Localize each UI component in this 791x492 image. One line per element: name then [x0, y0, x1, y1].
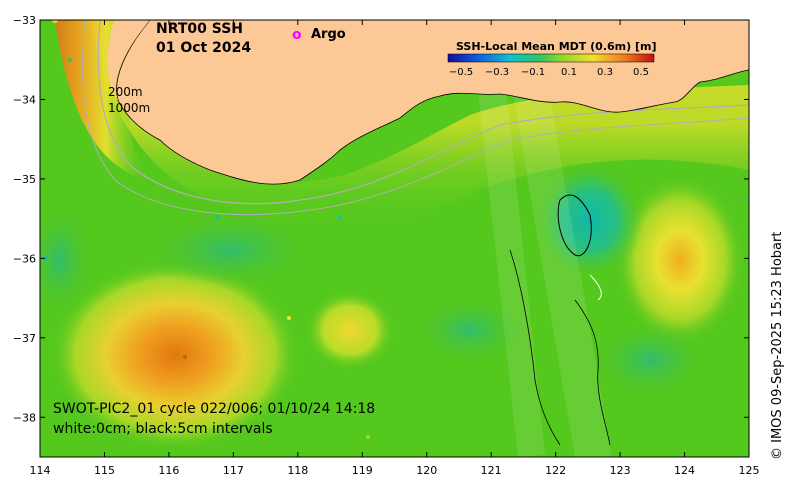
y-tick-label: −36 [13, 252, 36, 265]
x-tick-label: 116 [158, 464, 179, 477]
warm-eddy-southwest [50, 260, 300, 450]
plot-frame [39, 19, 750, 458]
argo-float-6 [287, 316, 291, 320]
x-tick-label: 117 [223, 464, 244, 477]
y-tick-label: −34 [13, 93, 36, 106]
warm-eddy-east [615, 175, 745, 345]
warm-eddy-center [305, 290, 395, 370]
isobath-200m [97, 20, 749, 205]
swot-swath-west [478, 88, 545, 457]
isobath-1000m [82, 20, 749, 216]
caption-contour-intervals: white:0cm; black:5cm intervals [53, 421, 273, 437]
cool-patch-center [410, 295, 530, 365]
argo-float-3 [44, 256, 48, 260]
argo-float-9 [366, 435, 370, 439]
y-tick-label: −37 [13, 332, 36, 345]
map-plot-area [40, 20, 749, 457]
colorbar-title: SSH-Local Mean MDT (0.6m) [m] [456, 40, 656, 53]
y-tick-label: −35 [13, 173, 36, 186]
argo-float-7 [183, 355, 187, 359]
colorbar-tick-label: 0.5 [633, 67, 649, 78]
x-tick-label: 118 [287, 464, 308, 477]
map-title-line2: 01 Oct 2024 [156, 40, 251, 56]
imos-credit: © IMOS 09-Sep-2025 15:23 Hobart [770, 232, 785, 460]
argo-marker-icon: o [292, 27, 302, 43]
colorbar-tick-label: −0.1 [521, 67, 545, 78]
contour-black-1 [557, 194, 592, 257]
cool-eddy-swot [535, 160, 645, 280]
contour-black-2 [509, 249, 561, 446]
argo-legend-label: Argo [311, 27, 346, 42]
x-tick-label: 125 [739, 464, 760, 477]
argo-float-4 [216, 215, 220, 219]
contour-label-1000m: 1000m [108, 101, 150, 115]
cool-eddy-southeast [590, 320, 710, 400]
colorbar-gradient [447, 53, 655, 63]
argo-float-8 [743, 196, 747, 200]
cool-band-west [140, 210, 320, 290]
x-tick-label: 122 [545, 464, 566, 477]
argo-float-2 [68, 58, 72, 62]
colorbar-tick-label: 0.1 [561, 67, 577, 78]
x-tick-label: 121 [481, 464, 502, 477]
swot-swath-east [512, 86, 612, 457]
x-tick-label: 114 [30, 464, 51, 477]
colorbar-tick-label: −0.3 [485, 67, 509, 78]
y-tick-label: −33 [13, 14, 36, 27]
land-west-edge [107, 20, 150, 100]
colorbar-tick-label: −0.5 [449, 67, 473, 78]
argo-float-5 [338, 216, 342, 220]
x-tick-label: 124 [674, 464, 695, 477]
x-tick-label: 119 [352, 464, 373, 477]
cool-patch-far-west [40, 200, 95, 320]
x-tick-label: 115 [94, 464, 115, 477]
contour-label-200m: 200m [108, 85, 143, 99]
y-axis: −33 −34 −35 −36 −37 −38 [13, 14, 749, 424]
contour-black-3 [574, 299, 611, 446]
contour-white-1 [589, 274, 602, 301]
colorbar-ticks: −0.5 −0.3 −0.1 0.1 0.3 0.5 [449, 67, 649, 78]
x-axis: 114 115 116 117 118 119 120 121 122 123 124 125 [30, 20, 760, 477]
y-tick-label: −38 [13, 411, 36, 424]
argo-float-1 [52, 20, 58, 23]
caption-swot-pass: SWOT-PIC2_01 cycle 022/006; 01/10/24 14:… [53, 401, 375, 417]
colorbar: SSH-Local Mean MDT (0.6m) [m] −0.5 −0.3 −0… [447, 40, 656, 78]
x-tick-label: 123 [610, 464, 631, 477]
x-tick-label: 120 [416, 464, 437, 477]
colorbar-tick-label: 0.3 [597, 67, 613, 78]
map-title-line1: NRT00 SSH [156, 21, 243, 37]
